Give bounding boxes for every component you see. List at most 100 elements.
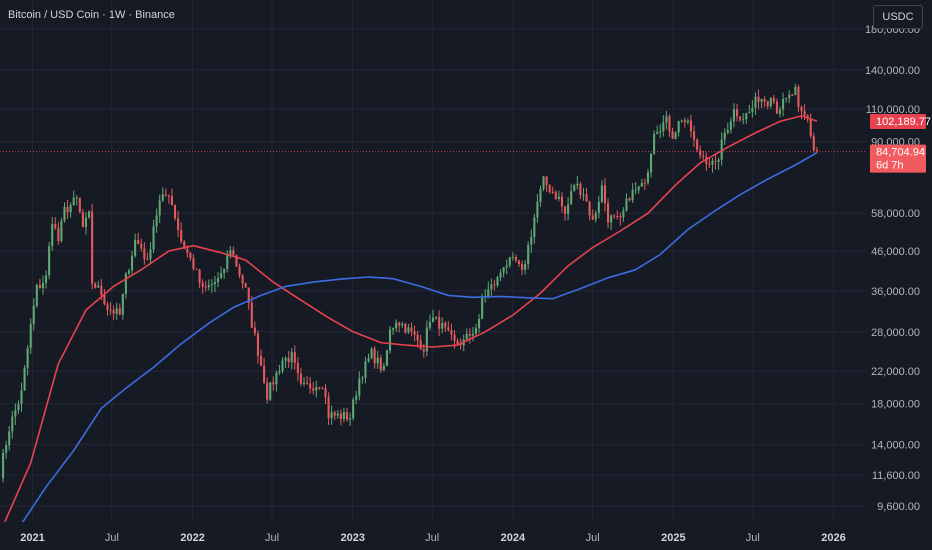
candle-up bbox=[723, 132, 726, 140]
candle-up bbox=[161, 194, 164, 201]
candle-down bbox=[253, 327, 256, 334]
candle-up bbox=[392, 328, 395, 330]
time-tick-label: Jul bbox=[586, 532, 600, 544]
candle-up bbox=[567, 204, 570, 214]
candle-up bbox=[20, 390, 23, 404]
candle-down bbox=[603, 185, 607, 204]
candle-down bbox=[812, 136, 815, 151]
candle-down bbox=[797, 86, 800, 107]
candle-down bbox=[453, 334, 456, 341]
candle-up bbox=[29, 323, 32, 348]
candle-up bbox=[720, 139, 723, 160]
candle-down bbox=[339, 413, 342, 420]
candle-up bbox=[315, 387, 318, 391]
candle-down bbox=[683, 120, 686, 123]
candle-down bbox=[272, 382, 275, 385]
candle-down bbox=[81, 212, 84, 228]
candle-up bbox=[330, 412, 333, 418]
candle-down bbox=[293, 352, 296, 363]
currency-button[interactable]: USDC bbox=[873, 5, 923, 29]
candle-down bbox=[757, 96, 760, 102]
candle-up bbox=[576, 183, 579, 186]
candle-up bbox=[226, 255, 229, 269]
candle-up bbox=[622, 210, 625, 218]
price-tick-label: 140,000.00 bbox=[865, 65, 920, 77]
candle-up bbox=[441, 323, 444, 329]
candle-down bbox=[708, 163, 711, 165]
candle-up bbox=[745, 113, 748, 120]
candle-down bbox=[714, 160, 717, 162]
candle-down bbox=[103, 295, 106, 305]
candle-down bbox=[106, 304, 109, 310]
candle-down bbox=[299, 373, 302, 384]
candle-down bbox=[204, 286, 207, 288]
candle-up bbox=[527, 244, 530, 265]
candle-up bbox=[284, 358, 287, 361]
candle-up bbox=[505, 265, 508, 268]
candle-up bbox=[216, 277, 220, 283]
candle-down bbox=[177, 218, 180, 230]
candle-up bbox=[508, 257, 511, 266]
candle-up bbox=[382, 365, 385, 371]
candle-down bbox=[309, 383, 312, 389]
candle-up bbox=[134, 239, 137, 256]
candle-up bbox=[760, 99, 763, 102]
candle-up bbox=[115, 308, 118, 314]
candle-up bbox=[149, 249, 152, 260]
candle-up bbox=[481, 297, 484, 319]
candle-up bbox=[794, 86, 797, 96]
candle-down bbox=[438, 317, 441, 329]
candle-up bbox=[431, 317, 435, 323]
candle-down bbox=[585, 194, 588, 202]
candle-down bbox=[238, 266, 241, 276]
candle-up bbox=[48, 246, 51, 276]
candle-up bbox=[788, 94, 791, 98]
candle-up bbox=[631, 189, 634, 201]
candle-down bbox=[456, 340, 459, 345]
candle-up bbox=[502, 267, 505, 273]
candle-down bbox=[250, 302, 253, 328]
candle-up bbox=[97, 285, 100, 288]
candle-up bbox=[511, 256, 514, 258]
candle-up bbox=[524, 264, 527, 270]
candle-down bbox=[551, 191, 554, 193]
time-tick-label: 2024 bbox=[501, 532, 526, 544]
candle-down bbox=[247, 287, 250, 303]
candle-up bbox=[281, 360, 284, 372]
candle-down bbox=[671, 131, 674, 139]
candle-up bbox=[11, 416, 14, 432]
current-price-badge-label: 6d 7h bbox=[876, 160, 904, 172]
candle-up bbox=[465, 333, 468, 340]
candle-up bbox=[223, 268, 226, 273]
candle-up bbox=[2, 452, 5, 479]
candle-up bbox=[717, 159, 720, 162]
candle-up bbox=[88, 211, 91, 218]
candle-down bbox=[459, 344, 462, 346]
candle-up bbox=[26, 347, 29, 368]
candle-up bbox=[269, 382, 272, 400]
candle-down bbox=[94, 283, 97, 288]
candle-up bbox=[680, 120, 683, 122]
price-axis-panel bbox=[866, 0, 932, 550]
candle-down bbox=[373, 348, 376, 364]
candle-down bbox=[333, 412, 336, 416]
moving-average-blue-line bbox=[20, 152, 818, 525]
candle-down bbox=[450, 330, 453, 335]
candle-up bbox=[665, 116, 668, 123]
candle-down bbox=[137, 239, 140, 244]
candle-up bbox=[370, 348, 373, 359]
candle-down bbox=[189, 252, 192, 259]
candle-up bbox=[342, 411, 345, 420]
candle-down bbox=[170, 196, 174, 206]
candle-up bbox=[778, 109, 782, 114]
candle-up bbox=[530, 236, 533, 245]
candle-up bbox=[152, 226, 155, 250]
candle-up bbox=[349, 418, 352, 420]
candle-down bbox=[54, 224, 57, 228]
candle-up bbox=[782, 99, 785, 110]
candle-up bbox=[131, 255, 134, 271]
current-price-badge bbox=[870, 144, 926, 173]
candle-up bbox=[45, 275, 48, 283]
candle-up bbox=[69, 204, 72, 213]
